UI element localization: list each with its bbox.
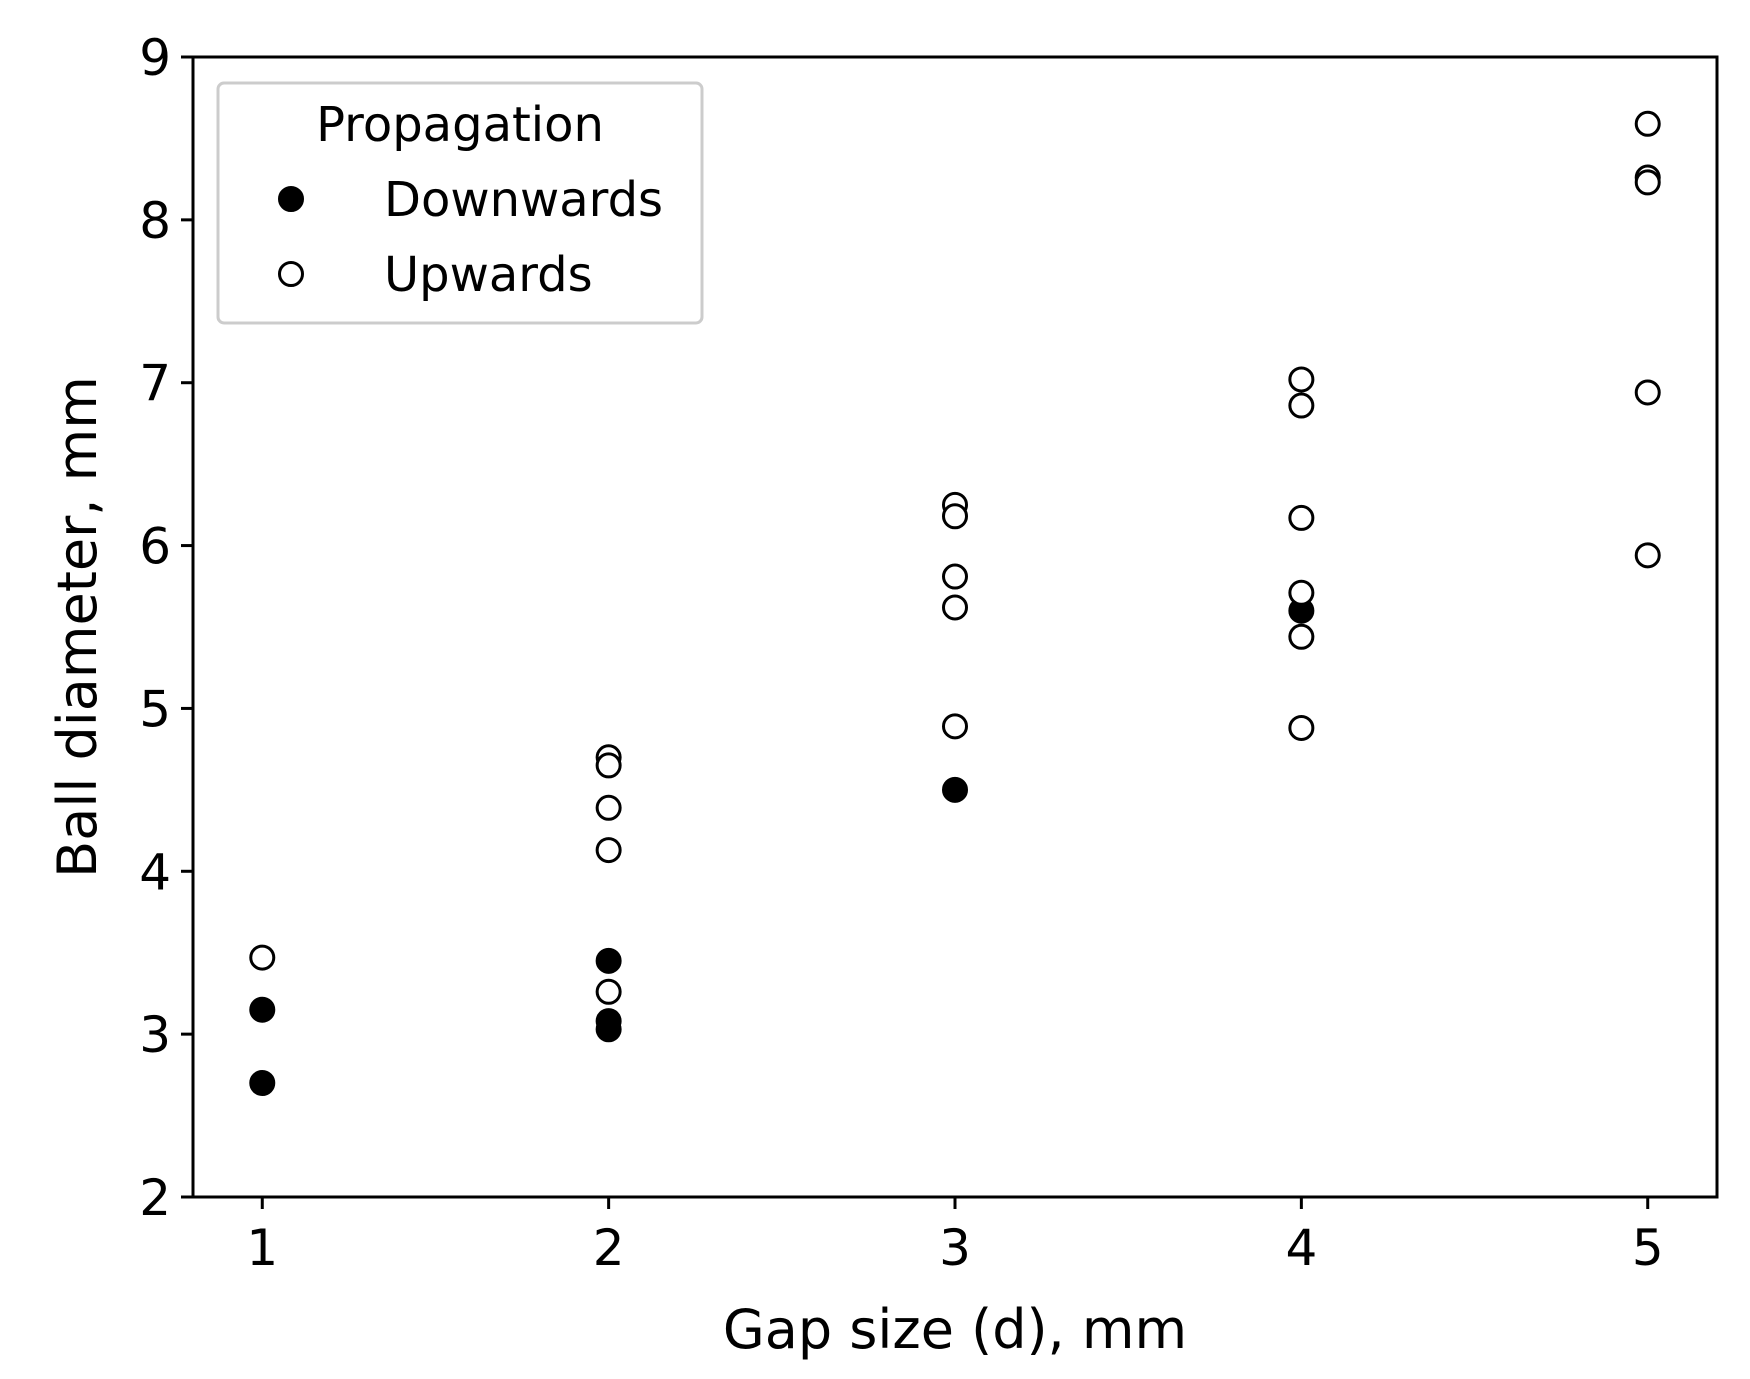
upwards-point: [1288, 623, 1315, 650]
upwards-point: [595, 978, 622, 1005]
upwards-point: [595, 794, 622, 821]
legend-downwards-marker: [278, 186, 304, 212]
upwards-point: [1634, 542, 1661, 569]
y-tick-label: 5: [139, 680, 171, 738]
legend: Propagation Downwards Upwards: [216, 81, 704, 325]
downwards-point: [249, 1070, 276, 1096]
x-axis-ticks: 1 2 3 4 5: [246, 1197, 1664, 1277]
upwards-point: [1634, 110, 1661, 137]
downwards-point: [595, 947, 622, 974]
y-tick-label: 3: [139, 1006, 171, 1064]
upwards-point: [1288, 714, 1315, 741]
upwards-point: [249, 944, 276, 971]
upwards-point: [942, 594, 968, 621]
y-tick-label: 7: [139, 355, 171, 413]
upwards-point: [1288, 366, 1315, 393]
x-tick-label: 5: [1632, 1219, 1664, 1277]
x-axis-label: Gap size (d), mm: [723, 1298, 1187, 1361]
y-axis-label: Ball diameter, mm: [46, 376, 109, 878]
upwards-point: [595, 837, 622, 864]
x-tick-label: 3: [939, 1219, 971, 1277]
legend-title: Propagation: [316, 97, 604, 153]
x-tick-label: 4: [1285, 1219, 1317, 1277]
legend-upwards-label: Upwards: [384, 247, 593, 303]
upwards-point: [1288, 504, 1315, 531]
downwards-point: [249, 996, 276, 1023]
legend-upwards-marker: [278, 261, 304, 287]
legend-box: [216, 81, 704, 325]
x-tick-label: 2: [593, 1219, 625, 1277]
y-tick-label: 8: [139, 192, 171, 250]
downwards-point: [595, 1016, 622, 1043]
upwards-point: [942, 563, 968, 590]
legend-entries: Downwards Upwards: [278, 172, 663, 303]
upwards-point: [1288, 579, 1315, 606]
upwards-point: [1634, 169, 1661, 196]
data-marks: [249, 110, 1661, 1096]
y-tick-label: 2: [139, 1169, 171, 1227]
upwards-point: [1634, 379, 1661, 406]
upwards-point: [942, 713, 968, 740]
upwards-point: [1288, 392, 1315, 419]
upwards-point: [595, 752, 622, 779]
upwards-point: [942, 503, 968, 530]
legend-downwards-label: Downwards: [384, 172, 663, 228]
y-tick-label: 6: [139, 518, 171, 576]
y-axis-ticks: 2 3 4 5 6 7 8 9: [139, 29, 193, 1227]
y-tick-label: 9: [139, 29, 171, 87]
x-tick-label: 1: [246, 1219, 278, 1277]
downwards-point: [942, 776, 968, 803]
y-tick-label: 4: [139, 843, 171, 901]
